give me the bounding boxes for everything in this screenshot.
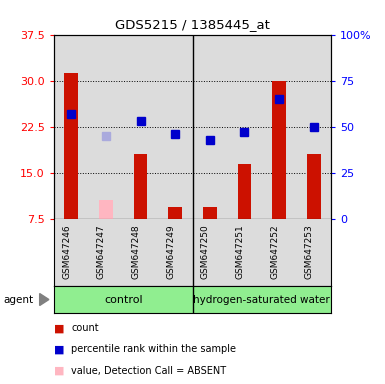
Text: GDS5215 / 1385445_at: GDS5215 / 1385445_at — [115, 18, 270, 31]
Text: GSM647252: GSM647252 — [270, 224, 279, 279]
Bar — [192, 286, 331, 313]
Text: agent: agent — [4, 295, 34, 305]
Text: GSM647249: GSM647249 — [166, 224, 175, 279]
Text: control: control — [104, 295, 142, 305]
Bar — [203, 207, 217, 219]
Text: GSM647248: GSM647248 — [132, 224, 141, 279]
Text: ■: ■ — [54, 344, 64, 354]
Text: count: count — [71, 323, 99, 333]
Text: GSM647253: GSM647253 — [305, 224, 314, 279]
Text: GSM647246: GSM647246 — [62, 224, 71, 279]
Bar — [168, 207, 182, 219]
Text: GSM647251: GSM647251 — [236, 224, 244, 279]
Text: ■: ■ — [54, 366, 64, 376]
Text: GSM647250: GSM647250 — [201, 224, 210, 279]
Bar — [134, 154, 147, 219]
Bar — [99, 200, 113, 219]
Text: hydrogen-saturated water: hydrogen-saturated water — [193, 295, 330, 305]
Bar — [307, 154, 321, 219]
Text: percentile rank within the sample: percentile rank within the sample — [71, 344, 236, 354]
Bar — [272, 81, 286, 219]
Text: ■: ■ — [54, 323, 64, 333]
Text: GSM647247: GSM647247 — [97, 224, 106, 279]
Text: value, Detection Call = ABSENT: value, Detection Call = ABSENT — [71, 366, 226, 376]
Bar — [238, 164, 251, 219]
Bar — [54, 286, 192, 313]
Bar — [64, 73, 78, 219]
